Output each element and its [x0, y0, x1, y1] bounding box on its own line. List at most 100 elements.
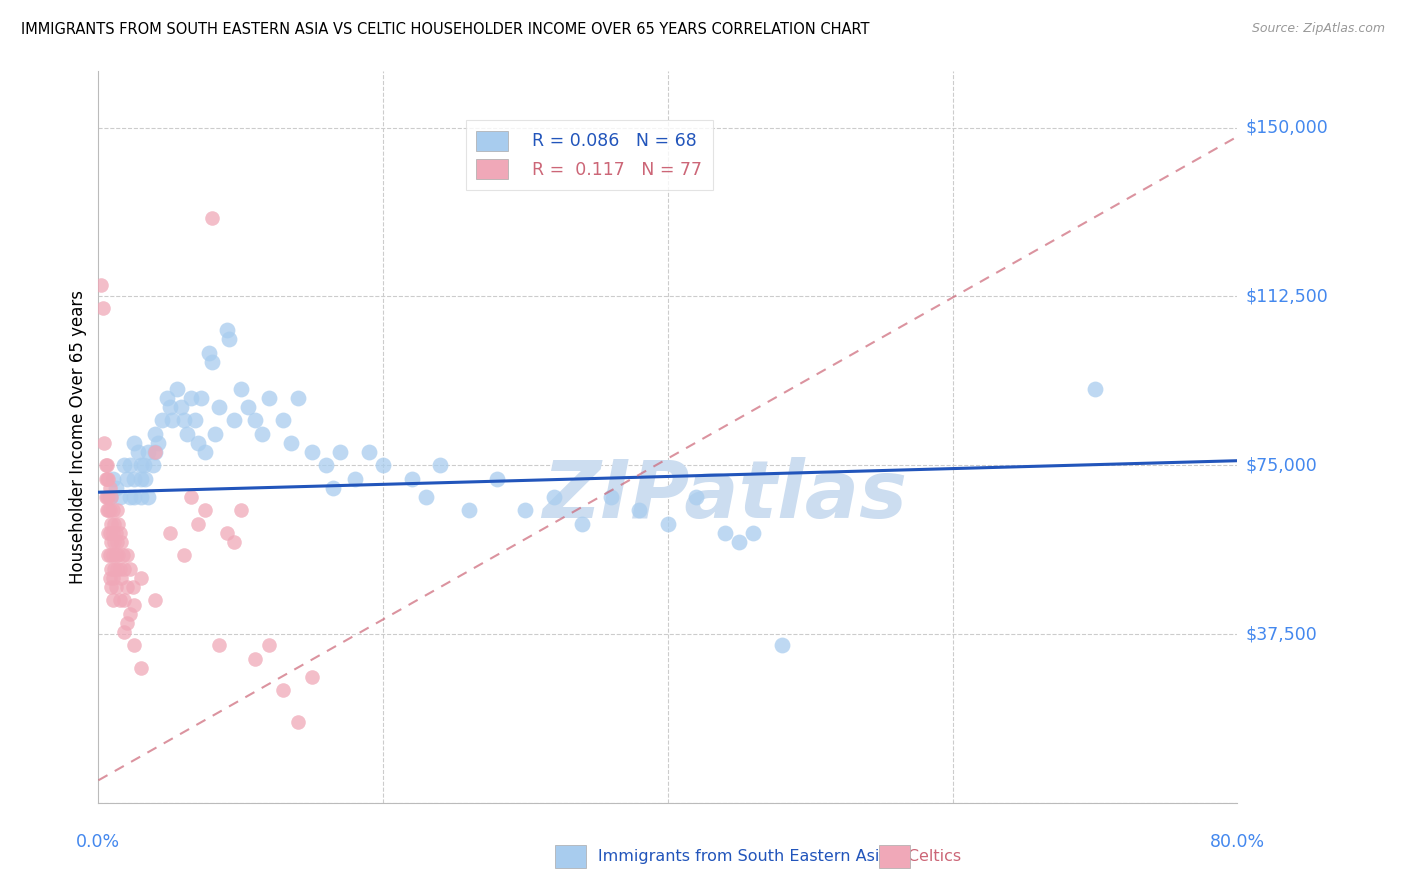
Point: [148, 435, 170, 450]
Text: Source: ZipAtlas.com: Source: ZipAtlas.com: [1251, 22, 1385, 36]
Point: [259, 638, 281, 652]
Point: [250, 426, 273, 441]
Point: [101, 548, 124, 562]
Point: [714, 525, 737, 540]
Point: [600, 490, 623, 504]
Point: [100, 534, 122, 549]
Point: [136, 490, 159, 504]
Point: [98, 548, 121, 562]
Point: [208, 638, 231, 652]
Point: [105, 562, 128, 576]
Point: [129, 458, 152, 473]
Text: $112,500: $112,500: [1246, 287, 1329, 305]
Point: [112, 593, 135, 607]
Point: [97, 503, 120, 517]
Point: [93, 435, 115, 450]
Point: [94, 472, 117, 486]
Point: [194, 444, 217, 458]
Point: [90, 278, 112, 293]
Point: [176, 426, 198, 441]
Point: [98, 490, 121, 504]
Point: [96, 490, 118, 504]
Point: [103, 534, 125, 549]
Point: [104, 525, 127, 540]
Point: [243, 652, 266, 666]
Point: [104, 481, 127, 495]
Point: [118, 458, 141, 473]
Point: [543, 490, 565, 504]
Point: [103, 562, 125, 576]
Point: [122, 435, 145, 450]
Point: [201, 211, 224, 225]
Point: [101, 472, 124, 486]
Point: [107, 548, 129, 562]
Point: [373, 458, 395, 473]
Point: [1084, 382, 1107, 396]
Point: [173, 413, 195, 427]
Point: [118, 562, 141, 576]
Point: [401, 472, 423, 486]
Point: [97, 525, 120, 540]
Point: [322, 481, 344, 495]
Point: [101, 593, 124, 607]
Point: [115, 548, 138, 562]
Point: [201, 354, 224, 368]
Text: $37,500: $37,500: [1246, 625, 1317, 643]
Point: [222, 534, 245, 549]
Point: [94, 458, 117, 473]
Point: [190, 391, 212, 405]
Point: [103, 516, 125, 531]
Point: [162, 413, 184, 427]
Point: [122, 638, 145, 652]
Point: [122, 598, 145, 612]
Point: [152, 413, 174, 427]
Point: [204, 426, 226, 441]
Point: [110, 571, 132, 585]
Point: [105, 503, 128, 517]
Point: [145, 444, 167, 458]
Point: [98, 571, 121, 585]
Point: [180, 391, 202, 405]
Point: [129, 661, 152, 675]
Point: [218, 332, 240, 346]
Point: [129, 472, 152, 486]
Point: [357, 444, 380, 458]
Point: [122, 490, 145, 504]
Point: [287, 714, 309, 729]
Text: Celtics: Celtics: [872, 849, 960, 863]
Point: [101, 525, 124, 540]
Point: [301, 670, 323, 684]
Point: [100, 490, 122, 504]
Point: [112, 458, 135, 473]
Point: [104, 548, 127, 562]
Point: [101, 571, 124, 585]
Point: [184, 413, 207, 427]
Point: [229, 382, 252, 396]
Point: [198, 345, 221, 359]
Text: IMMIGRANTS FROM SOUTH EASTERN ASIA VS CELTIC HOUSEHOLDER INCOME OVER 65 YEARS CO: IMMIGRANTS FROM SOUTH EASTERN ASIA VS CE…: [21, 22, 869, 37]
Point: [415, 490, 437, 504]
Point: [486, 472, 509, 486]
Point: [104, 580, 127, 594]
Point: [170, 400, 193, 414]
Text: Immigrants from South Eastern Asia: Immigrants from South Eastern Asia: [562, 849, 890, 863]
Point: [111, 548, 134, 562]
Point: [301, 444, 323, 458]
Point: [685, 490, 707, 504]
Point: [100, 562, 122, 576]
Point: [770, 638, 793, 652]
Point: [287, 391, 309, 405]
Point: [208, 400, 231, 414]
Text: ZIPatlas: ZIPatlas: [543, 457, 907, 534]
Point: [115, 472, 138, 486]
Point: [105, 534, 128, 549]
Point: [101, 503, 124, 517]
Point: [107, 516, 129, 531]
Point: [121, 580, 143, 594]
Point: [273, 683, 295, 698]
Point: [129, 571, 152, 585]
Point: [132, 458, 155, 473]
Point: [94, 490, 117, 504]
Point: [215, 323, 238, 337]
Point: [280, 435, 302, 450]
